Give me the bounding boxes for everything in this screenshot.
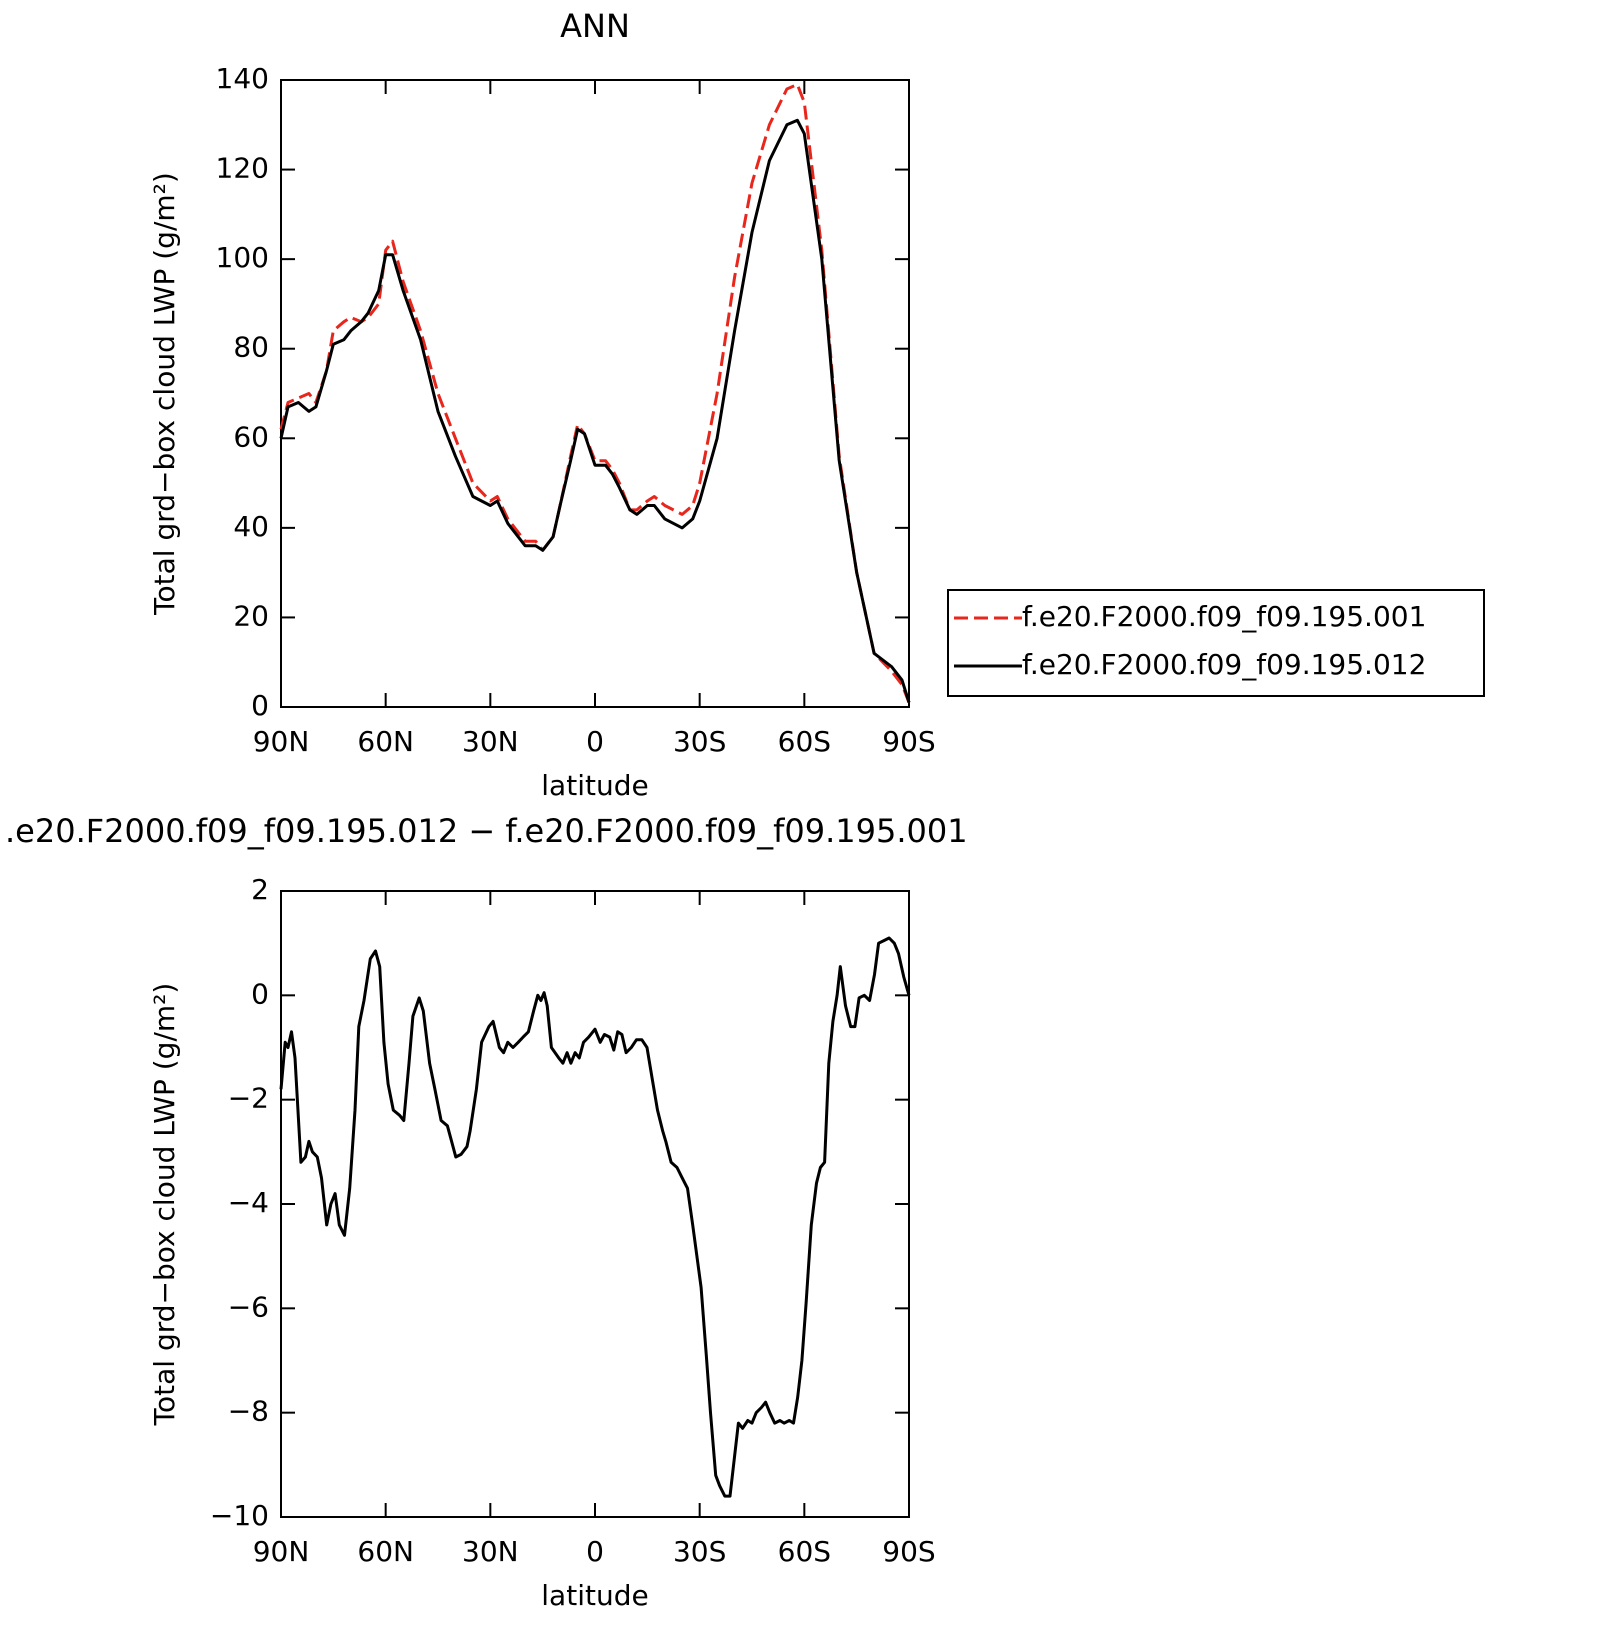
x-axis-label: latitude <box>541 1579 648 1612</box>
x-tick-label: 90S <box>882 725 935 758</box>
x-tick-label: 0 <box>586 725 604 758</box>
chart-title: .e20.F2000.f09_f09.195.012 − f.e20.F2000… <box>5 812 968 850</box>
legend-box <box>947 589 1485 697</box>
chart-title: ANN <box>560 7 630 45</box>
x-tick-label: 60S <box>778 1535 831 1568</box>
y-tick-label: −2 <box>228 1082 269 1115</box>
y-tick-label: 2 <box>251 873 269 906</box>
x-tick-label: 0 <box>586 1535 604 1568</box>
x-tick-label: 90N <box>253 1535 310 1568</box>
data-line <box>279 118 911 703</box>
plot-frame <box>280 79 910 708</box>
y-tick-label: 80 <box>233 331 269 364</box>
legend-label: f.e20.F2000.f09_f09.195.012 <box>1022 648 1426 681</box>
y-tick-label: 40 <box>233 510 269 543</box>
y-tick-label: −6 <box>228 1290 269 1323</box>
x-tick-label: 60N <box>357 1535 414 1568</box>
x-tick-label: 60S <box>778 725 831 758</box>
y-tick-label: 140 <box>216 62 269 95</box>
x-tick-label: 30S <box>673 1535 726 1568</box>
y-tick-label: −10 <box>210 1499 269 1532</box>
x-tick-label: 30N <box>462 1535 519 1568</box>
y-tick-label: −4 <box>228 1186 269 1219</box>
y-tick-label: 0 <box>251 689 269 722</box>
y-tick-label: −8 <box>228 1395 269 1428</box>
x-axis-label: latitude <box>541 769 648 802</box>
data-line <box>279 936 911 1498</box>
x-tick-label: 90N <box>253 725 310 758</box>
x-tick-label: 30N <box>462 725 519 758</box>
y-tick-label: 0 <box>251 977 269 1010</box>
y-axis-label: Total grd−box cloud LWP (g/m²) <box>148 172 181 616</box>
y-tick-label: 60 <box>233 420 269 453</box>
x-tick-label: 90S <box>882 1535 935 1568</box>
y-tick-label: 100 <box>216 241 269 274</box>
x-tick-label: 60N <box>357 725 414 758</box>
data-line <box>279 83 911 704</box>
legend-label: f.e20.F2000.f09_f09.195.001 <box>1022 600 1426 633</box>
y-tick-label: 20 <box>233 599 269 632</box>
y-axis-label: Total grd−box cloud LWP (g/m²) <box>148 983 181 1427</box>
y-tick-label: 120 <box>216 152 269 185</box>
x-tick-label: 30S <box>673 725 726 758</box>
